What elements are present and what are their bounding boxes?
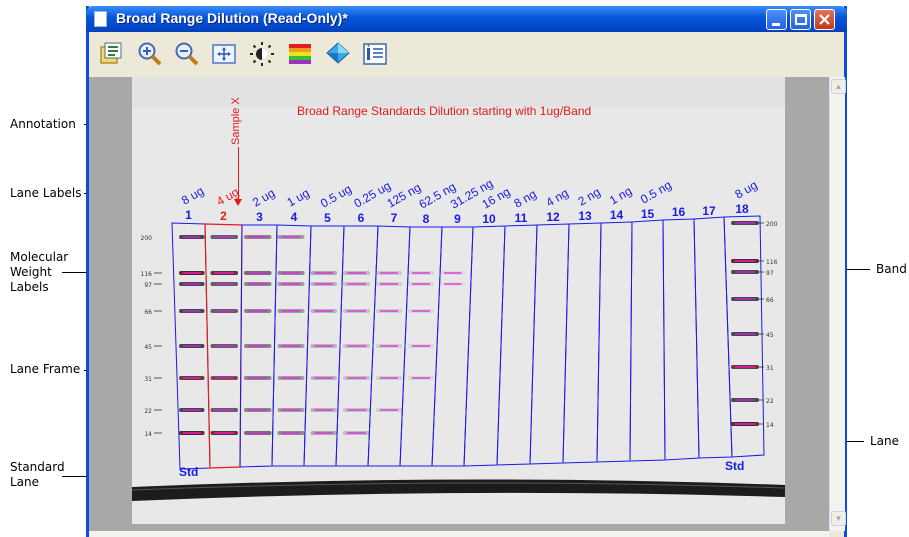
mw-label-right: 116 — [766, 259, 778, 266]
minimize-icon — [772, 23, 780, 26]
callout-annotation: Annotation — [10, 117, 76, 131]
mw-label-left: 66 — [144, 309, 152, 316]
mw-label-left: 45 — [144, 344, 152, 351]
mw-label-right: 97 — [766, 270, 774, 277]
lane-number: 10 — [482, 212, 496, 226]
close-icon — [819, 14, 830, 25]
lane-number: 2 — [220, 209, 227, 223]
mw-label-right: 45 — [766, 332, 774, 339]
color-table-icon — [289, 44, 311, 64]
zoom-in-icon — [138, 42, 162, 66]
lane-number: 1 — [185, 208, 192, 222]
properties-icon — [100, 42, 122, 64]
callout-standard-lane-line2: Lane — [10, 475, 40, 489]
toolbar — [89, 32, 844, 77]
maximize-icon — [795, 14, 807, 25]
color-table-button[interactable] — [287, 41, 313, 67]
title-bar[interactable]: Broad Range Dilution (Read-Only)* — [86, 6, 847, 32]
maximize-button[interactable] — [790, 9, 811, 30]
lane-number: 12 — [546, 210, 560, 224]
info-list-icon — [363, 43, 387, 65]
mw-label-right: 31 — [766, 365, 774, 372]
mw-label-right: 14 — [766, 422, 774, 429]
callout-mw-labels-line1: Molecular — [10, 250, 69, 264]
mw-label-left: 22 — [144, 408, 152, 415]
zoom-in-button[interactable] — [137, 41, 163, 67]
callout-standard-lane-line1: Standard — [10, 460, 65, 474]
close-button[interactable] — [814, 9, 835, 30]
zoom-out-button[interactable] — [174, 41, 200, 67]
sample-annotation[interactable]: Sample X — [230, 97, 242, 145]
lane-number: 15 — [641, 207, 655, 221]
scroll-up-button[interactable]: ▲ — [831, 79, 846, 94]
document-icon — [94, 11, 107, 27]
fit-to-window-icon — [212, 44, 236, 64]
horizontal-scrollbar[interactable] — [89, 531, 829, 537]
mw-label-right: 22 — [766, 398, 774, 405]
scroll-down-button[interactable]: ▼ — [831, 511, 846, 526]
mw-label-left: 116 — [141, 271, 153, 278]
lane-number: 14 — [610, 208, 624, 222]
callout-band: Band — [876, 262, 907, 276]
properties-button[interactable] — [98, 41, 124, 67]
gel-heading: Broad Range Standards Dilution starting … — [297, 104, 592, 118]
sample-annotation-arrowhead — [234, 199, 242, 206]
lane-number: 4 — [291, 210, 298, 224]
lane-number: 9 — [454, 212, 461, 226]
sample-annotation-arrow — [238, 147, 239, 201]
std-label-right: Std — [725, 459, 745, 473]
mw-label-left: 31 — [144, 376, 152, 383]
brightness-icon — [250, 42, 274, 66]
lane-number: 3 — [256, 210, 263, 224]
callout-lane-labels: Lane Labels — [10, 186, 82, 200]
callout-mw-labels-line3: Labels — [10, 280, 49, 294]
callout-lane: Lane — [870, 434, 900, 448]
app-window: Broad Range Dilution (Read-Only)* — [86, 6, 847, 537]
lane-number: 16 — [672, 205, 686, 219]
lane-number: 5 — [324, 211, 331, 225]
callout-lane-frame: Lane Frame — [10, 362, 81, 376]
std-label-left: Std — [179, 465, 199, 479]
fit-to-window-button[interactable] — [211, 41, 237, 67]
vertical-scrollbar[interactable]: ▲ ▼ — [829, 77, 846, 531]
mw-label-right: 200 — [766, 221, 778, 228]
lane-frame-18[interactable] — [723, 215, 765, 458]
brightness-button[interactable] — [249, 41, 275, 67]
minimize-button[interactable] — [766, 9, 787, 30]
mw-label-left: 97 — [144, 282, 152, 289]
lane-number: 8 — [423, 212, 430, 226]
info-list-button[interactable] — [362, 41, 388, 67]
callout-mw-labels: Molecular Weight Labels — [10, 250, 68, 295]
callout-standard-lane: Standard Lane — [10, 460, 65, 490]
lane-number: 7 — [391, 211, 398, 225]
lane-number: 6 — [358, 211, 365, 225]
lane-number: 18 — [735, 202, 749, 216]
mw-label-left: 14 — [144, 431, 152, 438]
3d-view-icon — [326, 42, 350, 64]
callout-mw-labels-line2: Weight — [10, 265, 52, 279]
window-title: Broad Range Dilution (Read-Only)* — [116, 10, 348, 26]
mw-label-left: 200 — [141, 235, 153, 242]
3d-view-button[interactable] — [325, 41, 351, 67]
mw-label-right: 66 — [766, 297, 774, 304]
zoom-out-icon — [175, 42, 199, 66]
lane-number: 13 — [578, 209, 592, 223]
lane-number: 11 — [515, 211, 528, 225]
lane-number: 17 — [702, 204, 716, 218]
